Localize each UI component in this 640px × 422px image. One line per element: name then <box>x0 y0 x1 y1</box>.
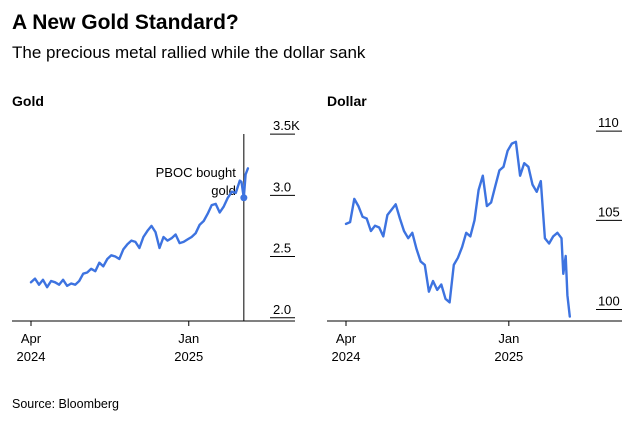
dollar-x-tick-label: 2025 <box>494 349 523 364</box>
dollar-x-tick-label: Jan <box>498 331 519 346</box>
page-subtitle: The precious metal rallied while the dol… <box>12 43 366 62</box>
gold-y-tick-label: 3.0 <box>273 179 291 194</box>
gold-x-tick-label: Apr <box>21 331 42 346</box>
dollar-panel-title: Dollar <box>327 93 367 109</box>
gold-y-tick-label: 3.5K <box>273 118 300 133</box>
gold-y-tick-label: 2.0 <box>273 302 291 317</box>
gold-x-tick-label: 2024 <box>17 349 46 364</box>
gold-y-tick-label: 2.5 <box>273 241 291 256</box>
gold-panel-title: Gold <box>12 93 44 109</box>
dollar-x-tick-label: Apr <box>336 331 357 346</box>
source-note: Source: Bloomberg <box>12 397 120 411</box>
gold-x-tick-label: Jan <box>178 331 199 346</box>
dollar-series-line <box>344 140 571 318</box>
page-title: A New Gold Standard? <box>12 11 239 34</box>
dollar-y-tick-label: 105 <box>598 204 620 219</box>
dollar-x-tick-label: 2024 <box>332 349 361 364</box>
gold-annotation-marker <box>240 194 248 202</box>
dollar-y-tick-label: 100 <box>598 294 620 309</box>
gold-annotation-label: PBOC bought <box>156 165 237 180</box>
dollar-y-tick-label: 110 <box>598 115 619 130</box>
gold-x-tick-label: 2025 <box>174 349 203 364</box>
gold-series-line <box>29 167 250 289</box>
